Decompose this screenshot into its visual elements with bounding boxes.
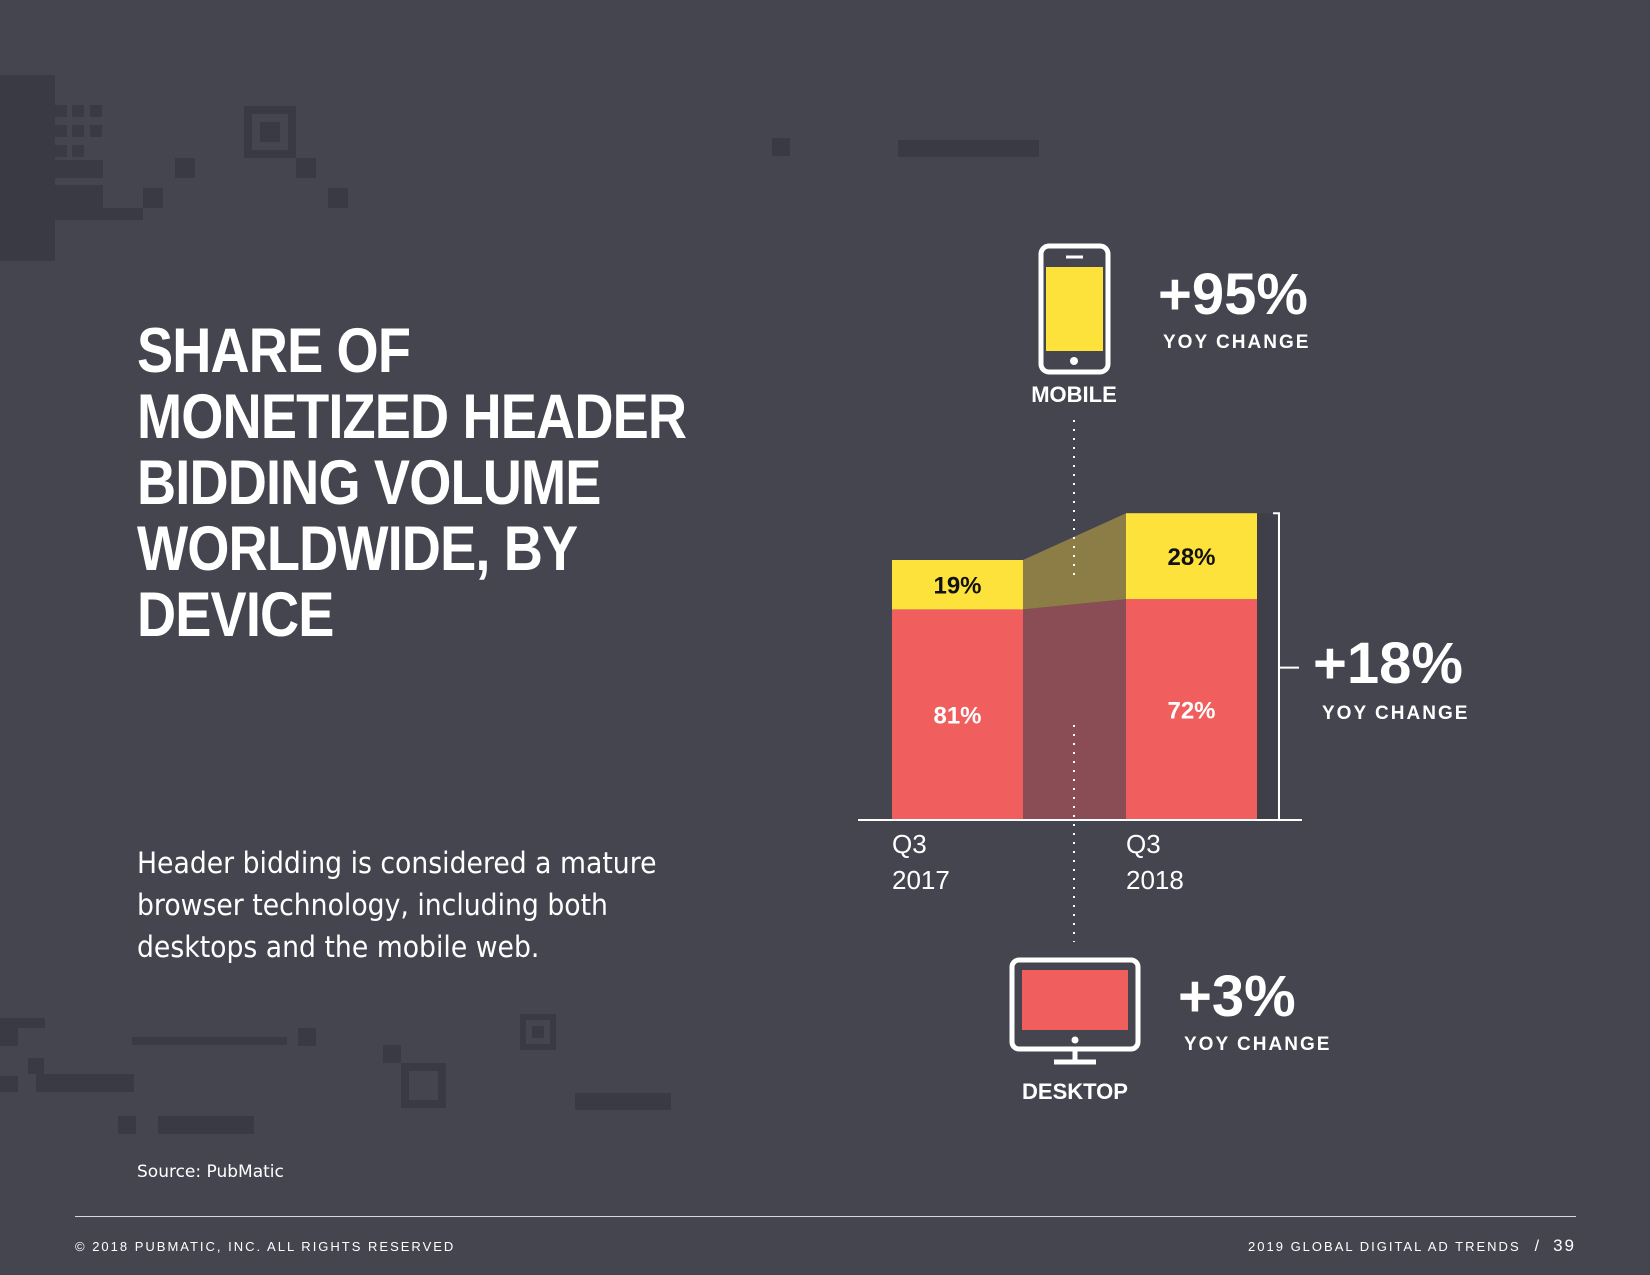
footer-publication-title: 2019 GLOBAL DIGITAL AD TRENDS (1248, 1239, 1521, 1254)
description-text: Header bidding is considered a mature br… (137, 846, 657, 964)
data-label-mobile-q3-2018: 28% (1167, 544, 1215, 571)
footer-copyright: © 2018 PUBMATIC, INC. ALL RIGHTS RESERVE… (75, 1239, 456, 1254)
desktop-connector-band (1023, 599, 1126, 820)
page-title: SHARE OF MONETIZED HEADER BIDDING VOLUME… (137, 316, 687, 650)
bar-desktop-q3-2018 (1126, 599, 1257, 820)
data-label-desktop-q3-2017: 81% (933, 703, 981, 730)
data-label-desktop-q3-2018: 72% (1167, 698, 1215, 725)
bar-shadow (1257, 513, 1277, 820)
category-label-q3-2017-line1: Q3 (892, 829, 927, 859)
monitor-icon (1009, 957, 1141, 1065)
category-label-q3-2017-line2: 2017 (892, 865, 950, 895)
desktop-yoy-label: YOY CHANGE (1184, 1034, 1331, 1055)
smartphone-icon (1038, 243, 1111, 375)
category-label-q3-2018-line2: 2018 (1126, 865, 1184, 895)
data-label-mobile-q3-2017: 19% (933, 573, 981, 600)
total-yoy-label: YOY CHANGE (1322, 703, 1469, 724)
source-note: Source: PubMatic (137, 1162, 284, 1182)
page-number: 39 (1553, 1236, 1576, 1255)
footer-divider (75, 1216, 1576, 1217)
mobile-device-label: MOBILE (1031, 382, 1117, 407)
bar-mobile-q3-2017 (892, 560, 1023, 610)
mobile-yoy-value: +95% (1158, 262, 1308, 327)
mobile-yoy-label: YOY CHANGE (1163, 332, 1310, 353)
mobile-connector-band (1023, 513, 1126, 610)
desktop-yoy-value: +3% (1178, 964, 1296, 1029)
category-label-q3-2018-line1: Q3 (1126, 829, 1161, 859)
footer-separator: / (1534, 1238, 1542, 1255)
bar-mobile-q3-2018 (1126, 513, 1257, 600)
total-yoy-value: +18% (1313, 631, 1463, 696)
footer-publication: 2019 GLOBAL DIGITAL AD TRENDS / 39 (1248, 1236, 1576, 1256)
desktop-device-label: DESKTOP (1022, 1079, 1128, 1104)
total-change-bracket (1273, 512, 1299, 821)
bar-desktop-q3-2017 (892, 609, 1023, 820)
